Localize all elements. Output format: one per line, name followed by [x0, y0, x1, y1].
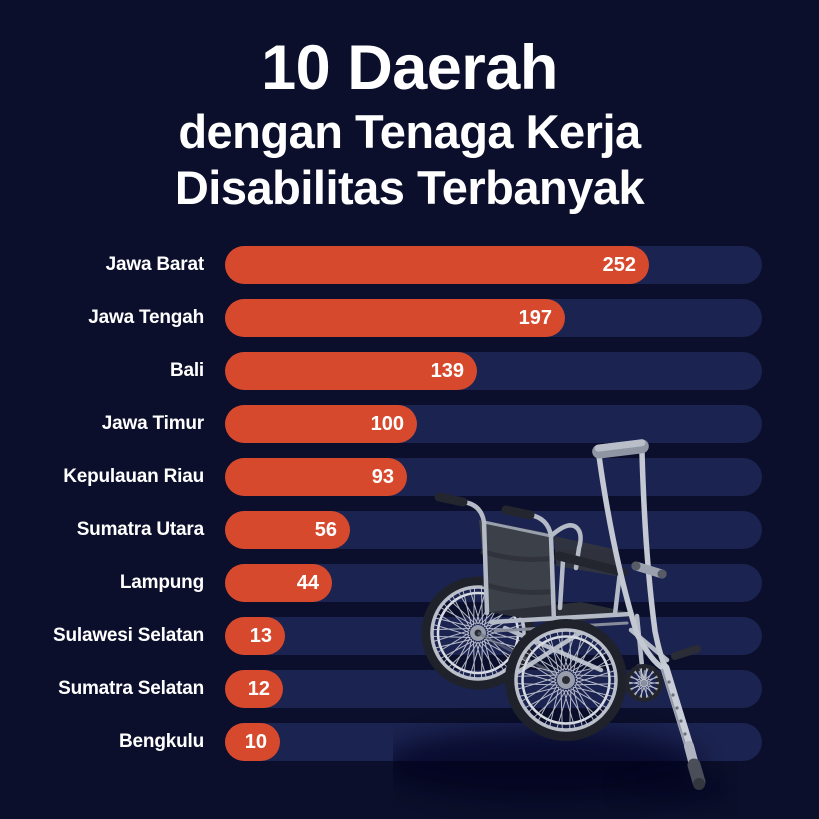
bar-row: Sulawesi Selatan 13 [0, 617, 819, 656]
bar-row: Jawa Barat 252 [0, 246, 819, 285]
bar-row: Jawa Timur 100 [0, 405, 819, 444]
bar-label: Sulawesi Selatan [53, 625, 204, 647]
bar-value: 139 [430, 359, 464, 382]
bar-label: Jawa Timur [101, 413, 204, 435]
bar-value: 56 [314, 518, 337, 541]
bar-track: 252 [225, 246, 762, 285]
bar-label: Bengkulu [119, 731, 204, 753]
bar-fill: 10 [225, 723, 280, 762]
page-subtitle-line-3: Disabilitas Terbanyak [174, 160, 645, 214]
bar-track: 12 [225, 670, 762, 709]
bar-track: 139 [225, 352, 762, 391]
bar-fill: 44 [225, 564, 332, 603]
bar-value: 13 [249, 624, 272, 647]
bar-fill: 56 [225, 511, 350, 550]
bar-track: 44 [225, 564, 762, 603]
bar-track: 197 [225, 299, 762, 338]
bar-fill: 93 [225, 458, 407, 497]
bar-value: 197 [518, 306, 552, 329]
bar-fill: 139 [225, 352, 477, 391]
bar-row: Kepulauan Riau 93 [0, 458, 819, 497]
page-title: 10 Daerah [261, 33, 558, 103]
bar-value: 252 [602, 253, 636, 276]
bar-label: Bali [169, 360, 204, 382]
bar-row: Sumatra Selatan 12 [0, 670, 819, 709]
bar-value: 10 [244, 730, 267, 753]
title-block: 10 Daerah dengan Tenaga Kerja Disabilita… [0, 0, 819, 216]
bar-row: Sumatra Utara 56 [0, 511, 819, 550]
bar-track: 100 [225, 405, 762, 444]
bar-track: 10 [225, 723, 762, 762]
bar-fill: 12 [225, 670, 283, 709]
bar-label: Kepulauan Riau [63, 466, 204, 488]
bar-fill: 13 [225, 617, 285, 656]
bar-value: 44 [296, 571, 319, 594]
bar-label: Jawa Barat [105, 254, 205, 276]
crutch-rubber-tip [687, 758, 706, 789]
bar-label: Lampung [119, 572, 204, 594]
bar-label: Jawa Tengah [88, 307, 204, 329]
bar-track: 56 [225, 511, 762, 550]
bar-label: Sumatra Selatan [58, 678, 204, 700]
bar-chart: Jawa Barat 252 Jawa Tengah 197 Bali 139 [0, 246, 819, 762]
bar-fill: 252 [225, 246, 649, 285]
bar-value: 100 [370, 412, 404, 435]
bar-value: 12 [247, 677, 270, 700]
bar-label: Sumatra Utara [76, 519, 204, 541]
bar-fill: 197 [225, 299, 565, 338]
bar-row: Jawa Tengah 197 [0, 299, 819, 338]
bar-track: 13 [225, 617, 762, 656]
bar-track: 93 [225, 458, 762, 497]
bar-fill: 100 [225, 405, 417, 444]
bar-row: Bengkulu 10 [0, 723, 819, 762]
bar-row: Lampung 44 [0, 564, 819, 603]
bar-value: 93 [371, 465, 394, 488]
bar-row: Bali 139 [0, 352, 819, 391]
page-subtitle-line-2: dengan Tenaga Kerja [178, 104, 641, 158]
